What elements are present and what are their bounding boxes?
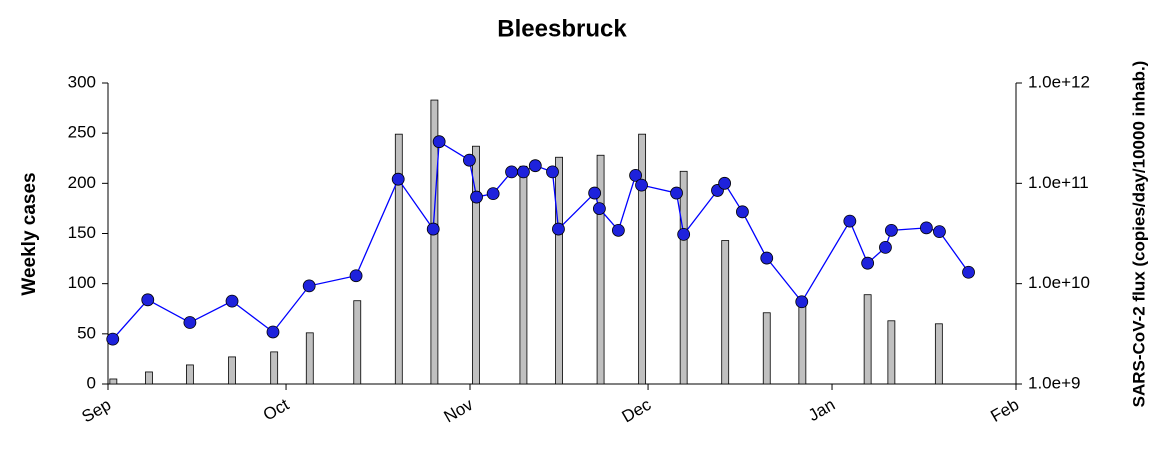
marker	[670, 186, 683, 200]
marker	[106, 332, 120, 346]
bar	[109, 378, 118, 385]
bar	[305, 332, 314, 385]
chart-title: Bleesbruck	[497, 15, 627, 42]
marker	[391, 172, 405, 186]
bar	[638, 133, 647, 385]
marker	[795, 295, 809, 309]
marker	[517, 165, 530, 179]
marker	[528, 159, 542, 173]
bar	[596, 154, 605, 385]
x-tick-label: Dec	[619, 395, 655, 427]
marker	[629, 168, 642, 182]
bar	[145, 371, 153, 385]
marker	[592, 202, 606, 215]
marker	[546, 165, 559, 179]
bar	[555, 156, 563, 385]
marker	[760, 251, 774, 265]
marker	[470, 190, 483, 204]
marker	[225, 294, 239, 308]
x-tick-label: Nov	[441, 395, 477, 427]
marker	[962, 265, 975, 279]
marker	[736, 205, 749, 219]
marker	[933, 225, 946, 239]
marker	[426, 222, 440, 236]
bar	[863, 294, 872, 385]
bar	[394, 133, 403, 385]
x-tick-label: Jan	[805, 395, 838, 425]
y2-tick-label: 1.0e+9	[1028, 373, 1080, 392]
bar	[353, 300, 362, 385]
y-tick-label: 50	[77, 323, 96, 342]
marker	[486, 187, 500, 201]
y2-tick-label: 1.0e+11	[1028, 173, 1089, 192]
line	[112, 140, 970, 340]
bar	[679, 170, 688, 385]
marker	[879, 240, 892, 254]
marker	[141, 293, 155, 307]
y-tick-label: 300	[68, 72, 96, 91]
marker	[718, 176, 732, 190]
marker	[302, 279, 316, 293]
bar	[721, 240, 730, 385]
bar	[887, 320, 896, 385]
marker	[861, 256, 875, 270]
bar	[934, 323, 943, 385]
marker	[677, 227, 691, 241]
marker	[349, 269, 363, 283]
y-tick-label: 250	[68, 123, 96, 142]
x-tick-label: Sep	[79, 395, 115, 427]
y2-tick-label: 1.0e+12	[1028, 72, 1090, 91]
marker	[884, 223, 898, 237]
marker	[588, 186, 602, 200]
marker	[183, 316, 197, 329]
marker	[919, 221, 933, 235]
y-tick-label: 200	[68, 173, 96, 192]
bar	[472, 145, 480, 385]
marker	[552, 222, 565, 236]
marker	[505, 165, 518, 179]
marker	[266, 325, 280, 339]
marker	[611, 223, 625, 237]
bar	[519, 165, 528, 385]
marker	[843, 214, 857, 228]
y2-axis-label: SARS-CoV-2 flux (copies/day/10000 inhab.…	[1129, 61, 1148, 408]
y-tick-label: 0	[87, 373, 96, 392]
bar	[185, 364, 194, 385]
bar	[762, 312, 771, 385]
bar	[430, 99, 439, 385]
bar	[228, 356, 236, 385]
y-tick-label: 100	[68, 273, 96, 292]
marker	[463, 153, 476, 167]
marker	[432, 135, 446, 149]
x-tick-label: Feb	[987, 395, 1022, 426]
marker	[635, 178, 648, 192]
y2-tick-label: 1.0e+10	[1028, 273, 1090, 292]
x-tick-label: Oct	[260, 395, 293, 425]
y-tick-label: 150	[68, 223, 96, 242]
y-axis-label: Weekly cases	[19, 172, 40, 295]
bar	[798, 305, 807, 385]
bar	[270, 351, 279, 385]
